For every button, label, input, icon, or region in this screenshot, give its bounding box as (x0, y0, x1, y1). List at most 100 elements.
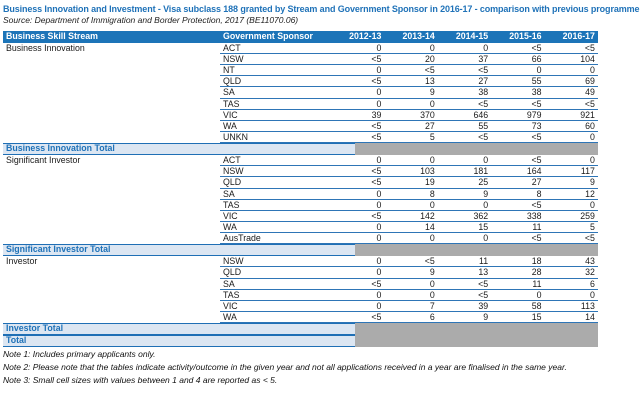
value-cell: 38 (437, 87, 492, 99)
header-cell-year: 2014-15 (455, 31, 489, 41)
value-cell: 25 (437, 177, 492, 189)
value-cell: 9 (384, 267, 438, 279)
value-cell: <5 (491, 155, 545, 167)
value-cell: 14 (544, 312, 598, 324)
value-cell: 12 (544, 189, 598, 200)
header-cell-year: 2015-16 (509, 31, 542, 41)
value-cell: <5 (331, 166, 385, 178)
value-cell: 8 (384, 189, 438, 200)
value-cell: 0 (331, 189, 385, 200)
sponsor-cell: QLD (220, 76, 331, 88)
stream-label-cell (3, 279, 220, 290)
notes-block: Note 1: Includes primary applicants only… (3, 348, 567, 387)
value-cell: 39 (437, 301, 492, 313)
table-row: SA 0 8 9 8 12 (3, 189, 598, 200)
stream-label-cell (3, 211, 220, 222)
sponsor-cell: NSW (220, 256, 331, 268)
sponsor-cell: TAS (220, 200, 331, 211)
value-cell: <5 (491, 43, 545, 54)
value-cell: <5 (437, 99, 492, 110)
value-cell: <5 (331, 76, 385, 88)
header-cell-year: 2016-17 (562, 31, 595, 41)
sponsor-cell: SA (220, 189, 331, 200)
sponsor-cell: SA (220, 279, 331, 290)
value-cell: 0 (384, 43, 438, 54)
value-cell: 0 (331, 301, 385, 313)
table-row: VIC 0 7 39 58 113 (3, 301, 598, 313)
total-row: Investor Total (3, 323, 598, 335)
sponsor-cell: QLD (220, 177, 331, 189)
value-cell: 362 (437, 211, 492, 223)
header-cell-year: 2013-14 (402, 31, 435, 41)
value-cell: 38 (491, 87, 545, 99)
sponsor-cell: NSW (220, 166, 331, 178)
value-cell: 0 (331, 99, 385, 110)
value-cell: 0 (384, 200, 438, 211)
stream-label-cell (3, 65, 220, 76)
value-cell: 8 (491, 189, 545, 200)
value-cell: 15 (491, 312, 545, 324)
value-cell: <5 (437, 279, 492, 290)
value-cell: 20 (384, 54, 438, 65)
value-cell: 43 (544, 256, 598, 268)
table-row: Business Innovation ACT 0 0 0 <5 <5 (3, 43, 598, 54)
stream-label-cell (3, 99, 220, 110)
value-cell: 0 (384, 290, 438, 301)
value-cell: 11 (491, 279, 545, 290)
report-table: Business Skill Stream Government Sponsor 2… (3, 31, 598, 347)
value-cell: 27 (384, 121, 438, 133)
table-row: AusTrade 0 0 0 <5 <5 (3, 233, 598, 245)
stream-label-cell (3, 222, 220, 233)
value-cell: 0 (437, 155, 492, 167)
total-row-suppressed-cells (355, 323, 598, 335)
total-row-label: Significant Investor Total (3, 244, 355, 257)
value-cell: 0 (331, 155, 385, 167)
table-row: NT 0 <5 <5 0 0 (3, 65, 598, 77)
stream-label-cell: Investor (6, 256, 38, 267)
value-cell: <5 (331, 211, 385, 223)
stream-label-cell (3, 177, 220, 188)
value-cell: 9 (384, 87, 438, 99)
table-row: QLD 0 9 13 28 32 (3, 267, 598, 279)
stream-label-cell (3, 54, 220, 65)
value-cell: <5 (331, 132, 385, 144)
value-cell: 0 (384, 155, 438, 167)
value-cell: 113 (544, 301, 598, 313)
value-cell: 9 (437, 189, 492, 200)
value-cell: 0 (384, 99, 438, 110)
value-cell: 32 (544, 267, 598, 279)
value-cell: <5 (491, 233, 545, 245)
value-cell: 66 (491, 54, 545, 65)
sponsor-cell: VIC (220, 301, 331, 313)
stream-label-cell (3, 121, 220, 132)
value-cell: 55 (491, 76, 545, 88)
source-line: Source: Department of Immigration and Bo… (3, 15, 299, 25)
total-row: Significant Investor Total (3, 244, 598, 257)
sponsor-cell: WA (220, 121, 331, 133)
table-row: VIC 39 370 646 979 921 (3, 110, 598, 121)
sponsor-cell: VIC (220, 211, 331, 223)
value-cell: 9 (544, 177, 598, 189)
value-cell: 0 (384, 233, 438, 245)
value-cell: 0 (331, 256, 385, 268)
table-row: UNKN <5 5 <5 <5 0 (3, 132, 598, 144)
value-cell: 0 (331, 267, 385, 279)
value-cell: 142 (384, 211, 438, 223)
stream-label-cell (3, 200, 220, 211)
value-cell: 9 (437, 312, 492, 324)
value-cell: 0 (544, 200, 598, 211)
value-cell: 0 (331, 233, 385, 245)
header-cell-year: 2012-13 (349, 31, 382, 41)
stream-label-cell (3, 189, 220, 200)
value-cell: 58 (491, 301, 545, 313)
value-cell: <5 (331, 177, 385, 189)
sponsor-cell: WA (220, 222, 331, 234)
table-row: TAS 0 0 <5 0 0 (3, 290, 598, 301)
value-cell: 5 (384, 132, 438, 144)
value-cell: 39 (331, 110, 385, 121)
value-cell: 0 (437, 200, 492, 211)
total-row-suppressed-cells (355, 143, 598, 155)
table-header-row: Business Skill Stream Government Sponsor 2… (3, 31, 598, 43)
sponsor-cell: ACT (220, 43, 331, 54)
note-3: Note 3: Small cell sizes with values bet… (3, 375, 278, 385)
